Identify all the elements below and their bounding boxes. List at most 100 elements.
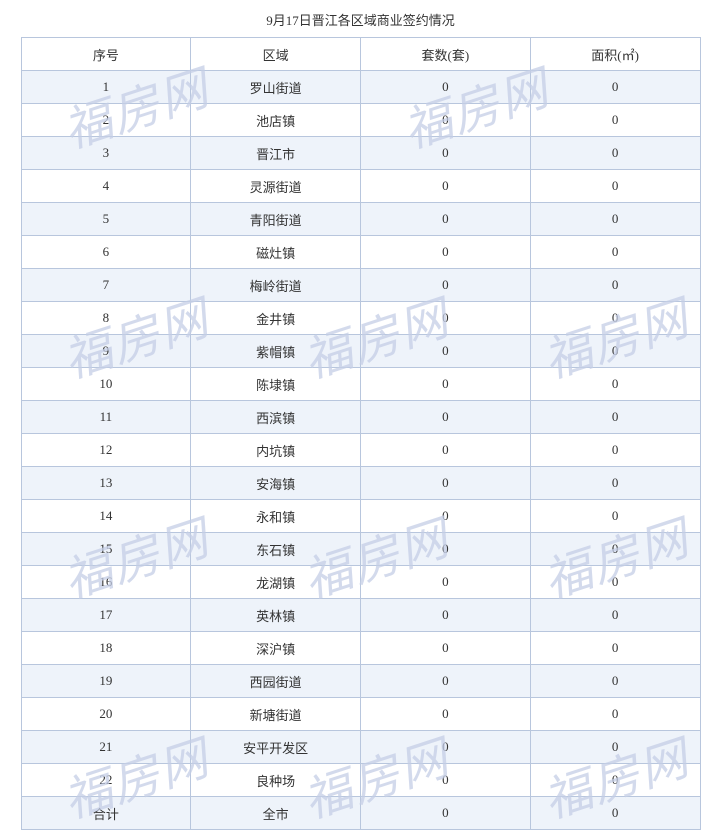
cell-area: 0: [530, 467, 700, 500]
cell-units: 0: [361, 500, 531, 533]
cell-region: 池店镇: [191, 104, 361, 137]
cell-units: 0: [361, 236, 531, 269]
cell-index: 16: [21, 566, 191, 599]
cell-region: 永和镇: [191, 500, 361, 533]
cell-region: 东石镇: [191, 533, 361, 566]
cell-index: 21: [21, 731, 191, 764]
cell-units: 0: [361, 665, 531, 698]
cell-region: 晋江市: [191, 137, 361, 170]
cell-index: 8: [21, 302, 191, 335]
table-row: 21安平开发区00: [21, 731, 700, 764]
cell-area: 0: [530, 731, 700, 764]
cell-area: 0: [530, 401, 700, 434]
cell-region: 内坑镇: [191, 434, 361, 467]
cell-area: 0: [530, 335, 700, 368]
table-row: 9紫帽镇00: [21, 335, 700, 368]
cell-units: 0: [361, 434, 531, 467]
cell-region: 罗山街道: [191, 71, 361, 104]
cell-units: 0: [361, 368, 531, 401]
cell-units: 0: [361, 137, 531, 170]
cell-units: 0: [361, 170, 531, 203]
cell-index: 15: [21, 533, 191, 566]
cell-area: 0: [530, 632, 700, 665]
table-row: 5青阳街道00: [21, 203, 700, 236]
cell-units: 0: [361, 632, 531, 665]
cell-region: 西园街道: [191, 665, 361, 698]
cell-index: 5: [21, 203, 191, 236]
cell-index: 2: [21, 104, 191, 137]
cell-index: 7: [21, 269, 191, 302]
table-row: 18深沪镇00: [21, 632, 700, 665]
col-header-index: 序号: [21, 38, 191, 71]
cell-index: 合计: [21, 797, 191, 830]
table-row: 10陈埭镇00: [21, 368, 700, 401]
cell-index: 22: [21, 764, 191, 797]
cell-units: 0: [361, 302, 531, 335]
table-row: 12内坑镇00: [21, 434, 700, 467]
cell-units: 0: [361, 698, 531, 731]
table-row: 20新塘街道00: [21, 698, 700, 731]
cell-index: 20: [21, 698, 191, 731]
cell-units: 0: [361, 467, 531, 500]
table-row: 22良种场00: [21, 764, 700, 797]
cell-index: 4: [21, 170, 191, 203]
cell-units: 0: [361, 269, 531, 302]
cell-area: 0: [530, 104, 700, 137]
col-header-area: 面积(㎡): [530, 38, 700, 71]
cell-region: 青阳街道: [191, 203, 361, 236]
table-row: 15东石镇00: [21, 533, 700, 566]
cell-region: 磁灶镇: [191, 236, 361, 269]
cell-region: 深沪镇: [191, 632, 361, 665]
cell-units: 0: [361, 599, 531, 632]
table-row: 11西滨镇00: [21, 401, 700, 434]
table-row: 2池店镇00: [21, 104, 700, 137]
cell-area: 0: [530, 566, 700, 599]
cell-area: 0: [530, 170, 700, 203]
cell-area: 0: [530, 137, 700, 170]
table-row: 7梅岭街道00: [21, 269, 700, 302]
cell-units: 0: [361, 203, 531, 236]
cell-region: 紫帽镇: [191, 335, 361, 368]
cell-region: 良种场: [191, 764, 361, 797]
cell-area: 0: [530, 533, 700, 566]
cell-index: 3: [21, 137, 191, 170]
cell-index: 17: [21, 599, 191, 632]
table-row: 16龙湖镇00: [21, 566, 700, 599]
cell-index: 9: [21, 335, 191, 368]
cell-units: 0: [361, 104, 531, 137]
col-header-region: 区域: [191, 38, 361, 71]
cell-units: 0: [361, 71, 531, 104]
cell-region: 金井镇: [191, 302, 361, 335]
cell-region: 安海镇: [191, 467, 361, 500]
cell-units: 0: [361, 335, 531, 368]
cell-index: 12: [21, 434, 191, 467]
cell-area: 0: [530, 764, 700, 797]
cell-region: 梅岭街道: [191, 269, 361, 302]
table-row: 4灵源街道00: [21, 170, 700, 203]
cell-units: 0: [361, 566, 531, 599]
cell-area: 0: [530, 500, 700, 533]
cell-region: 龙湖镇: [191, 566, 361, 599]
cell-area: 0: [530, 269, 700, 302]
cell-index: 1: [21, 71, 191, 104]
cell-index: 18: [21, 632, 191, 665]
cell-units: 0: [361, 764, 531, 797]
cell-region: 陈埭镇: [191, 368, 361, 401]
cell-units: 0: [361, 797, 531, 830]
table-row: 1罗山街道00: [21, 71, 700, 104]
cell-index: 14: [21, 500, 191, 533]
table-row: 19西园街道00: [21, 665, 700, 698]
data-table: 序号 区域 套数(套) 面积(㎡) 1罗山街道002池店镇003晋江市004灵源…: [21, 37, 701, 830]
page-title: 9月17日晋江各区域商业签约情况: [0, 0, 721, 37]
cell-area: 0: [530, 797, 700, 830]
table-row: 13安海镇00: [21, 467, 700, 500]
cell-area: 0: [530, 368, 700, 401]
cell-area: 0: [530, 203, 700, 236]
table-row: 14永和镇00: [21, 500, 700, 533]
cell-index: 10: [21, 368, 191, 401]
cell-area: 0: [530, 599, 700, 632]
table-row: 17英林镇00: [21, 599, 700, 632]
cell-region: 英林镇: [191, 599, 361, 632]
col-header-units: 套数(套): [361, 38, 531, 71]
cell-region: 灵源街道: [191, 170, 361, 203]
